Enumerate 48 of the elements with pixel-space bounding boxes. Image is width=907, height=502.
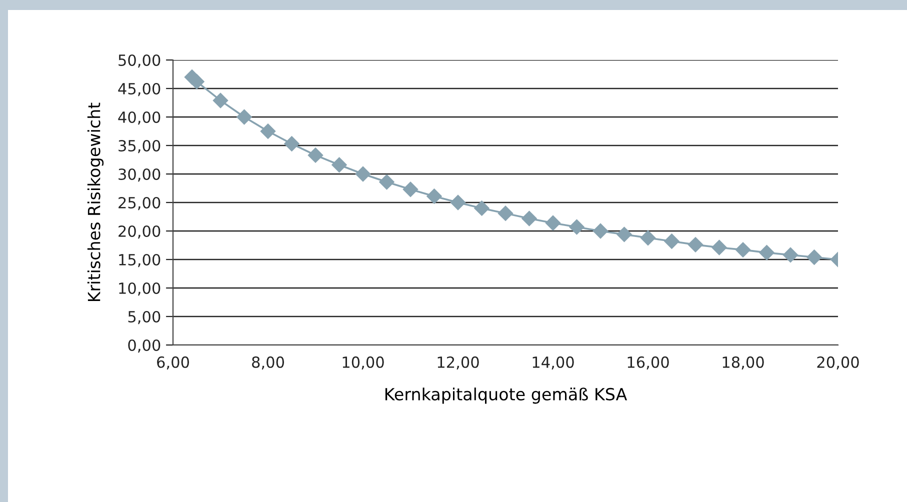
x-tick-label: 12,00	[438, 356, 479, 370]
y-axis-title: Kritisches Risikogewicht	[87, 102, 104, 302]
point	[712, 240, 727, 256]
point	[782, 247, 798, 263]
point	[498, 206, 514, 221]
y-tick-label: 15,00	[119, 254, 160, 268]
y-tick-label: 25,00	[118, 196, 160, 210]
y-tick-label: 5,00	[128, 310, 160, 324]
point	[332, 157, 347, 172]
point	[450, 194, 466, 210]
x-tick-label: 6,00	[157, 356, 189, 370]
y-tick-label: 45,00	[118, 82, 160, 96]
y-tick-label: 0,00	[128, 339, 160, 353]
point	[759, 245, 774, 260]
x-tick-label: 20,00	[817, 356, 859, 370]
point	[402, 182, 418, 197]
y-tick-label: 30,00	[118, 168, 160, 182]
point	[688, 237, 704, 252]
y-tick-label: 35,00	[118, 140, 160, 154]
point	[212, 92, 228, 108]
point	[284, 136, 300, 152]
point	[355, 166, 371, 182]
point	[592, 223, 608, 239]
y-tick-label: 40,00	[118, 111, 160, 125]
point	[379, 174, 394, 190]
point	[189, 74, 204, 90]
point	[735, 242, 751, 258]
x-tick-label: 14,00	[532, 356, 574, 370]
point	[522, 210, 537, 226]
point	[806, 250, 822, 265]
x-tick-label: 16,00	[628, 356, 669, 370]
y-tick-label: 10,00	[119, 282, 160, 296]
y-tick-label: 50,00	[118, 54, 160, 68]
x-tick-label: 10,00	[342, 356, 384, 370]
point	[308, 148, 324, 163]
x-tick-label: 8,00	[252, 356, 284, 370]
x-tick-label: 18,00	[722, 356, 764, 370]
point	[426, 188, 442, 204]
point	[640, 230, 656, 246]
x-axis-title: Kernkapitalquote gemäß KSA	[385, 388, 628, 404]
point	[616, 226, 632, 242]
y-tick-label: 20,00	[118, 225, 160, 239]
point	[474, 200, 490, 216]
point	[569, 219, 584, 235]
point	[664, 234, 680, 249]
point	[260, 124, 276, 139]
point	[545, 215, 561, 231]
point	[236, 109, 252, 125]
